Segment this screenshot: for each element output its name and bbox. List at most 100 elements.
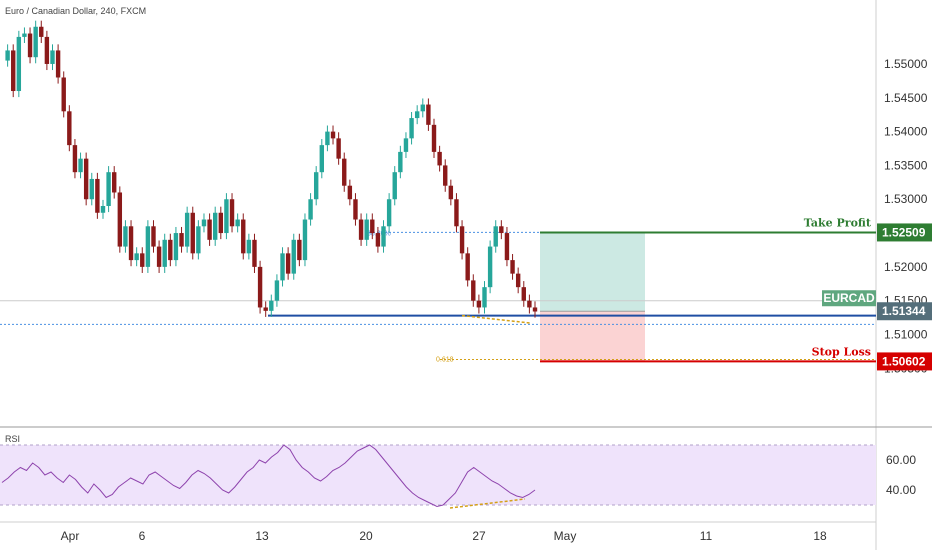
candle-body [252,239,257,267]
candle-body [420,104,425,112]
candle-body [5,50,10,61]
rsi-label: RSI [5,434,20,444]
time-tick-label: 6 [139,529,146,543]
candle-body [459,226,465,254]
time-tick-label: May [554,529,577,543]
take-profit-label: Take Profit [804,216,872,229]
price-tick-label: 1.53000 [884,192,928,206]
candle-body [95,178,100,213]
candle-body [353,199,358,220]
candle-body [487,246,493,288]
candle-body [448,185,454,200]
candle-body [386,199,392,227]
candle-body [319,145,324,173]
candle-body [39,26,44,37]
candlestick-series [5,20,538,318]
candle-body [207,219,212,240]
rsi-tick-label: 60.00 [886,453,916,467]
take-profit-price: 1.52509 [882,225,926,239]
stop-loss-price-badge [877,352,932,371]
candle-body [426,104,431,125]
candle-body [213,212,218,240]
time-axis: Apr 6 13 20 27 May 11 18 [61,529,827,543]
candle-body [22,33,27,37]
rsi-tick-label: 40.00 [886,483,916,497]
candle-body [403,138,409,152]
candle-body [476,300,482,308]
loss-zone [540,311,645,362]
candle-body [381,226,386,247]
current-price-badge [877,302,932,321]
candle-body [347,185,353,200]
candle-body [285,253,291,274]
symbol-tag [822,290,876,307]
candle-body [482,287,487,308]
candle-body [11,50,16,92]
candle-body [224,199,229,234]
candle-body [471,280,476,301]
candle-body [454,199,459,227]
candle-body [370,219,375,234]
candle-body [325,131,330,146]
rsi-line [1,444,536,508]
candle-body [123,226,128,247]
candle-body [246,239,252,254]
candle-body [106,172,111,206]
price-tick-label: 1.53500 [884,158,928,172]
candle-body [504,233,510,261]
candle-body [55,50,61,78]
candle-body [44,36,50,64]
candle-body [437,151,442,166]
candle-body [173,233,179,261]
price-tick-label: 1.52000 [884,260,928,274]
candle-body [499,226,504,234]
candle-body [83,158,89,200]
price-tick-label: 1.55000 [884,57,928,71]
candle-body [112,172,117,193]
candle-body [78,158,83,173]
candle-body [515,273,521,288]
candle-body [336,138,341,159]
candle-body [280,253,285,281]
candle-body [443,165,448,186]
candle-body [179,233,184,247]
candle-body [134,253,139,261]
candle-body [128,226,134,261]
rsi-axis: 60.00 40.00 [886,453,916,497]
candle-body [72,145,78,173]
stop-loss-label: Stop Loss [812,345,871,358]
candle-body [358,219,364,240]
candle-body [140,253,145,267]
time-tick-label: 11 [700,529,713,543]
candle-body [269,300,274,311]
time-tick-label: 13 [255,529,269,543]
candle-body [465,253,470,281]
candle-body [291,239,296,274]
candle-body [330,131,336,139]
fib-618-label: 0.618 [436,357,454,364]
candle-body [27,33,33,58]
price-tick-label: 1.54500 [884,91,928,105]
candle-body [532,307,538,312]
candle-body [235,219,240,227]
candle-body [145,226,151,267]
symbol-tag-text: EURCAD [823,291,875,305]
current-price: 1.51344 [882,304,926,318]
candle-body [89,178,94,200]
time-tick-label: 18 [813,529,827,543]
candle-body [156,246,162,267]
symbol-title: Euro / Canadian Dollar, 240, FXCM [5,6,146,16]
rsi-band [0,445,876,505]
price-tick-label: 1.54000 [884,125,928,139]
candle-body [16,36,22,92]
candle-body [190,212,195,254]
candle-body [342,158,347,186]
candle-body [61,77,66,112]
candle-body [313,172,319,200]
candle-body [493,226,498,247]
candle-body [218,212,224,234]
candle-body [50,50,55,64]
candle-body [67,111,72,146]
candle-body [521,287,526,301]
